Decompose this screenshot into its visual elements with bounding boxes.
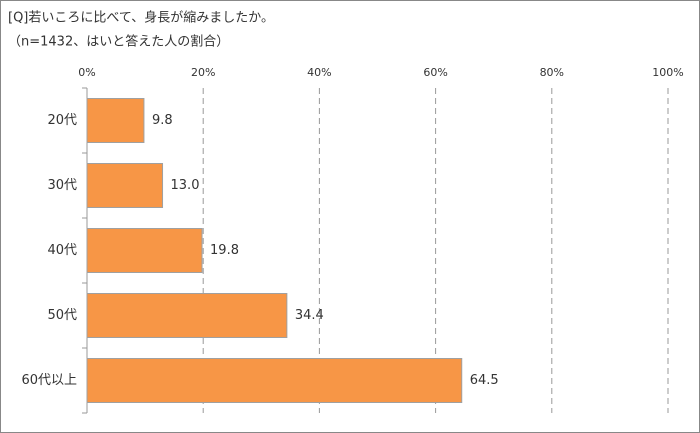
value-label: 9.8 xyxy=(152,113,173,128)
x-tick-label: 40% xyxy=(307,66,331,79)
y-tick-label: 40代 xyxy=(47,243,77,258)
x-tick-label: 0% xyxy=(78,66,95,79)
bar xyxy=(86,163,164,208)
x-tick-label: 100% xyxy=(652,66,683,79)
value-label: 64.5 xyxy=(470,373,499,388)
x-tick-label: 20% xyxy=(191,66,215,79)
y-tick-label: 20代 xyxy=(47,113,77,128)
bar xyxy=(86,293,288,338)
x-tick-label: 80% xyxy=(540,66,564,79)
y-tick-label: 50代 xyxy=(47,308,77,323)
y-tick-label: 60代以上 xyxy=(21,373,77,388)
value-label: 13.0 xyxy=(171,178,200,193)
bar xyxy=(86,358,463,403)
chart-subtitle: （n=1432、はいと答えた人の割合） xyxy=(8,34,229,50)
x-tick-label: 60% xyxy=(423,66,447,79)
bar xyxy=(86,228,203,273)
value-label: 19.8 xyxy=(210,243,239,258)
bar xyxy=(86,98,145,143)
value-label: 34.4 xyxy=(295,308,324,323)
y-tick-label: 30代 xyxy=(47,178,77,193)
chart-title: [Q]若いころに比べて、身長が縮みましたか。 xyxy=(8,10,274,26)
